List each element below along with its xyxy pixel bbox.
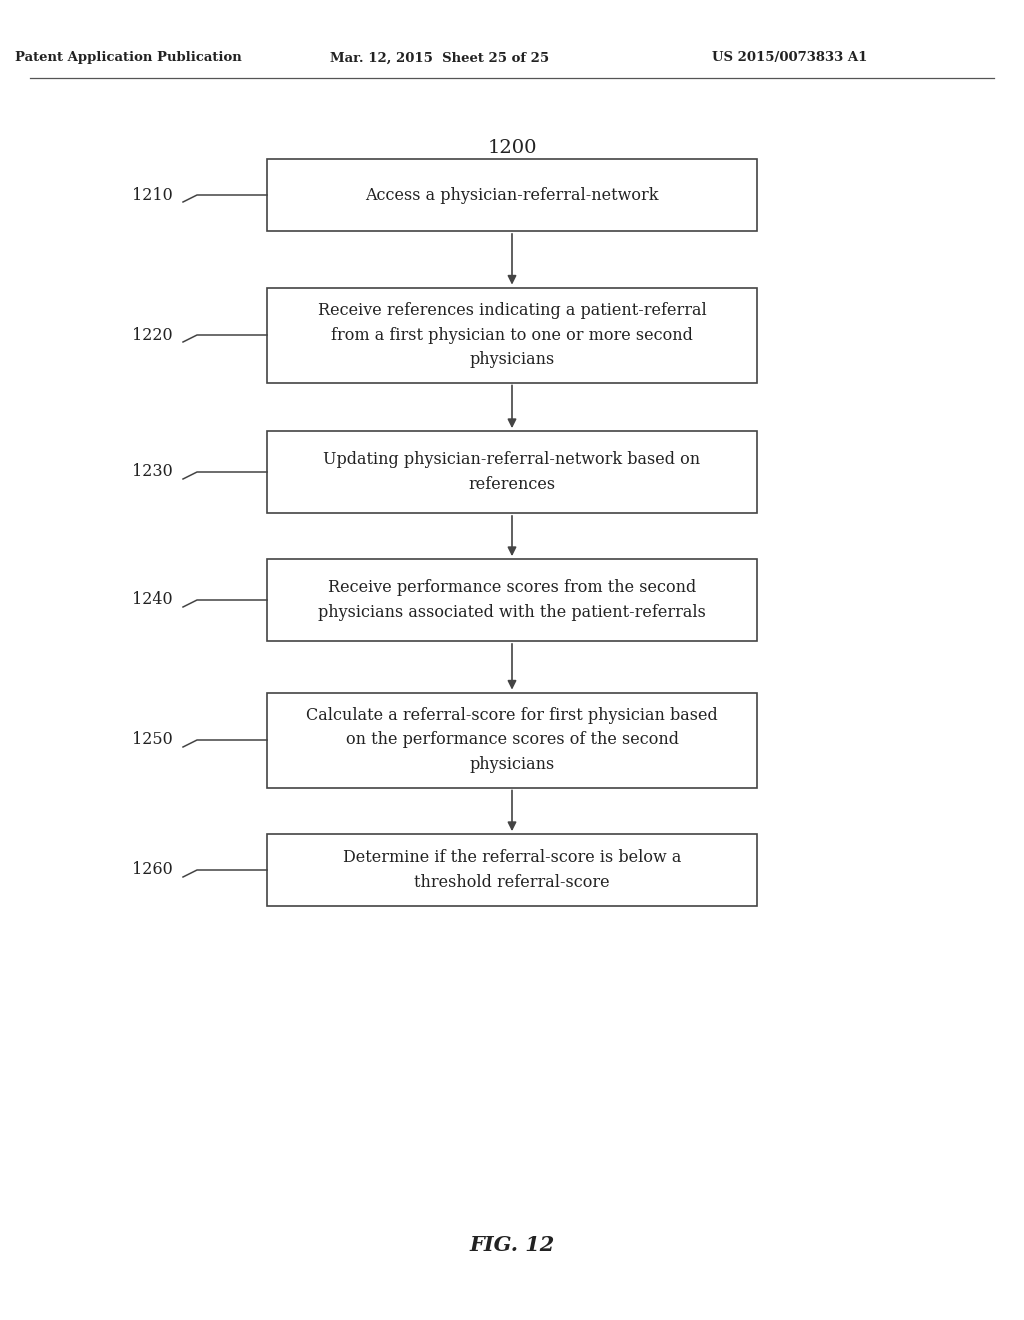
Text: 1230: 1230 (132, 463, 173, 480)
Text: 1260: 1260 (132, 862, 173, 879)
Text: Determine if the referral-score is below a
threshold referral-score: Determine if the referral-score is below… (343, 850, 681, 891)
Text: 1250: 1250 (132, 731, 173, 748)
Bar (267, 834, 757, 906)
Bar (267, 288, 757, 383)
Text: 1200: 1200 (487, 139, 537, 157)
Text: 1220: 1220 (132, 326, 173, 343)
Text: Receive performance scores from the second
physicians associated with the patien: Receive performance scores from the seco… (318, 579, 706, 620)
Bar (267, 693, 757, 788)
Text: Patent Application Publication: Patent Application Publication (14, 51, 242, 65)
Text: FIG. 12: FIG. 12 (469, 1236, 555, 1255)
Bar (267, 158, 757, 231)
Text: 1210: 1210 (132, 186, 173, 203)
Text: US 2015/0073833 A1: US 2015/0073833 A1 (713, 51, 867, 65)
Bar (267, 432, 757, 513)
Text: Access a physician-referral-network: Access a physician-referral-network (366, 186, 658, 203)
Text: Receive references indicating a patient-referral
from a first physician to one o: Receive references indicating a patient-… (317, 302, 707, 368)
Text: Mar. 12, 2015  Sheet 25 of 25: Mar. 12, 2015 Sheet 25 of 25 (331, 51, 550, 65)
Text: Updating physician-referral-network based on
references: Updating physician-referral-network base… (324, 451, 700, 492)
Text: Calculate a referral-score for first physician based
on the performance scores o: Calculate a referral-score for first phy… (306, 708, 718, 772)
Bar (267, 558, 757, 642)
Text: 1240: 1240 (132, 591, 173, 609)
